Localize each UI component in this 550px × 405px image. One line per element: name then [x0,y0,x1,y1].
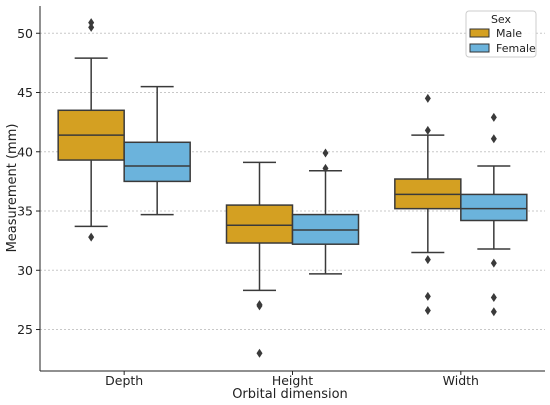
gridlines [40,32,545,331]
box-female-width [460,112,528,317]
axes [39,6,545,372]
y-tick-label: 30 [17,263,33,278]
box-male-width [394,93,462,316]
y-tick-label: 35 [17,204,33,219]
outlier-point [322,148,329,158]
y-tick-label: 50 [17,26,33,41]
legend: Sex Male Female [465,10,537,58]
legend-swatch-female [469,43,490,53]
legend-label-female: Female [496,42,536,55]
y-tick-label: 45 [17,85,33,100]
x-tick-label: Width [443,373,479,388]
outlier-point [490,112,497,122]
box-female-height [291,148,360,275]
outlier-point [88,232,95,242]
y-tick-label: 25 [17,322,33,337]
outlier-point [424,255,431,265]
outlier-point [88,18,95,28]
box-male-height [225,161,294,358]
x-axis-title: Orbital dimension [232,387,348,402]
box-female-depth [123,85,191,216]
outlier-point [256,300,263,310]
outlier-point [490,307,497,317]
outlier-point [490,293,497,303]
outlier-point [322,163,329,173]
outlier-point [490,134,497,144]
y-tick-label: 40 [17,144,33,159]
outlier-point [424,125,431,135]
legend-swatch-male [469,28,490,38]
boxes [57,18,528,358]
outlier-point [424,306,431,316]
outlier-point [424,291,431,301]
y-axis-title: Measurement (mm) [5,124,20,253]
x-tick-label: Depth [105,373,143,388]
box-iqr [123,141,191,183]
x-tick-label: Height [272,373,313,388]
legend-label-male: Male [496,27,522,40]
legend-title: Sex [491,13,512,26]
outlier-point [88,22,95,32]
box-iqr [225,204,294,244]
ticks: 25 30 35 40 45 50 Depth Height Width [17,26,479,388]
box-iqr [460,193,528,222]
box-male-depth [57,18,125,242]
outlier-point [256,348,263,358]
outlier-point [490,258,497,268]
outlier-point [424,93,431,103]
